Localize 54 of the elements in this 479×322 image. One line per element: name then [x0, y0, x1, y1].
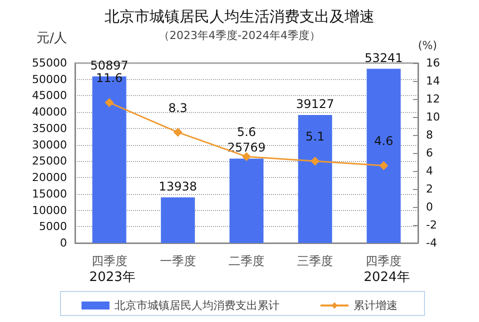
y-tick-label: 20000	[32, 171, 67, 184]
x-tick-label: 一季度	[160, 254, 196, 268]
point	[242, 152, 251, 162]
chart-subtitle: （2023年4季度-2024年4季度）	[158, 29, 320, 42]
data-label: 5.1	[306, 130, 325, 144]
x-tick-label: 三季度	[297, 254, 334, 268]
y2-tick-label: 14	[426, 74, 440, 88]
y-tick-label: 5000	[39, 220, 67, 234]
y2-tick-label: 12	[426, 92, 440, 106]
y-tick-label: 15000	[32, 187, 67, 200]
y2-tick-label: 4	[426, 164, 433, 178]
data-label: 25769	[227, 140, 266, 155]
y-axis-title: 元/人	[36, 31, 67, 46]
data-label: 39127	[296, 96, 334, 111]
data-label: 4.6	[374, 134, 394, 148]
y-tick-label: 45000	[32, 89, 67, 102]
y2-tick-label: 10	[426, 110, 440, 124]
bar	[298, 114, 332, 243]
data-label: 5.6	[236, 125, 256, 140]
y2-tick-label: 0	[426, 200, 433, 214]
x-tick-label: 四季度	[366, 254, 402, 268]
bar	[366, 68, 401, 243]
bar	[160, 197, 195, 243]
y-tick-label: 35000	[32, 122, 67, 135]
text: 2024年	[364, 270, 410, 285]
bar	[230, 158, 264, 243]
y-tick-label: 50000	[32, 72, 67, 86]
point	[173, 128, 182, 137]
text: 2023年	[89, 270, 136, 285]
data-label: 13938	[158, 179, 197, 194]
y-tick-label: 40000	[32, 106, 67, 119]
y-tick-label: 10000	[32, 204, 67, 217]
x-tick-label: 二季度	[228, 254, 264, 268]
point	[379, 161, 388, 170]
x-tick-label: 四季度	[91, 254, 128, 268]
y-tick-label: 30000	[32, 138, 67, 152]
point	[310, 156, 320, 166]
y2-tick-label: -2	[426, 218, 437, 232]
y2-axis-title: (%)	[418, 39, 438, 52]
y-tick-label: 0	[60, 236, 67, 250]
y2-tick-label: -4	[426, 236, 437, 250]
y2-tick-label: 6	[426, 146, 433, 160]
y2-tick-label: 2	[426, 182, 433, 196]
legend-label: 北京市城镇居民人均消费支出累计	[114, 299, 280, 312]
legend-label: 累计增速	[354, 299, 398, 312]
y2-tick-label: 8	[426, 128, 433, 142]
data-label: 53241	[364, 50, 403, 65]
y-tick-label: 25000	[32, 154, 67, 168]
y2-tick-label: 16	[426, 56, 440, 70]
point	[104, 98, 114, 108]
data-label: 8.3	[168, 100, 188, 115]
data-label: 50897	[90, 58, 128, 72]
y-tick-label: 55000	[32, 56, 67, 70]
chart-title: 北京市城镇居民人均生活消费支出及增速	[104, 8, 374, 26]
